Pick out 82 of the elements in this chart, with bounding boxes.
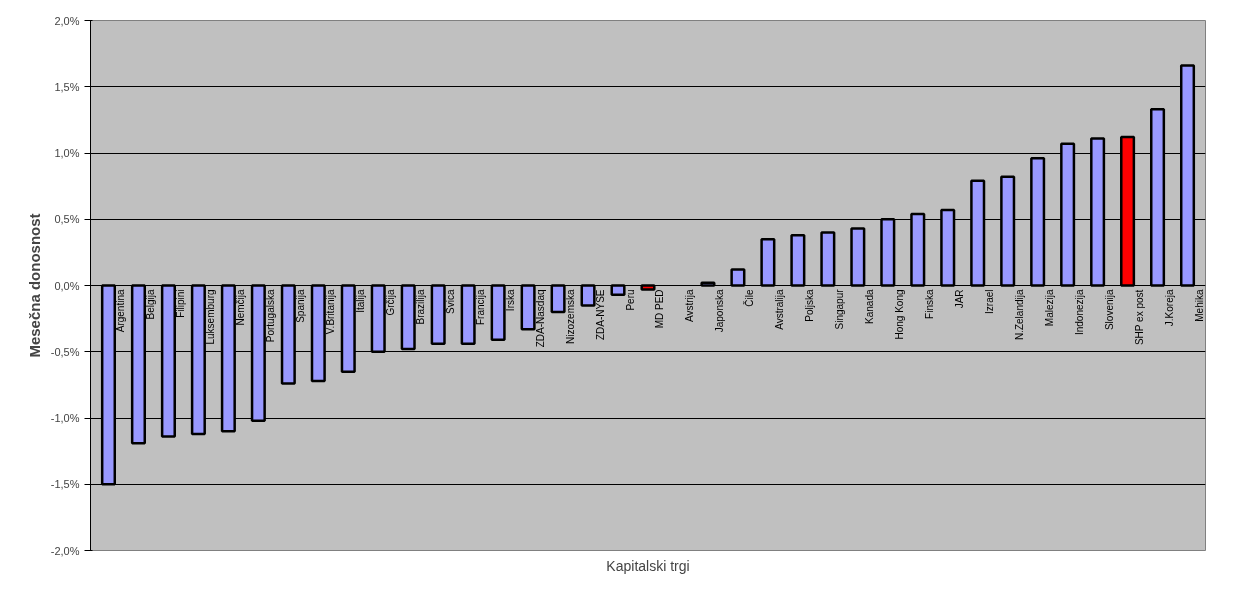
bar: [430, 284, 446, 346]
x-tick-label: Kanada: [864, 289, 876, 324]
x-tick-label: Mehika: [1194, 289, 1206, 322]
x-tick-label: Peru: [624, 289, 636, 311]
x-tick-label: Hong Kong: [894, 289, 906, 340]
y-tick-label: 1,5%: [54, 80, 80, 93]
x-tick-label: Grčija: [384, 289, 396, 316]
x-tick-label: Francija: [474, 289, 486, 326]
y-tick-label: 0,5%: [54, 213, 80, 226]
bar: [820, 231, 836, 287]
bar: [1150, 108, 1166, 287]
x-tick-label: Brazilija: [414, 289, 426, 325]
x-tick-label: Luksemburg: [204, 289, 216, 345]
x-tick-label: N.Zelandija: [1014, 289, 1026, 341]
bar: [1120, 135, 1136, 287]
x-tick-label: ZDA-Nasdaq: [534, 289, 546, 348]
bar: [250, 284, 266, 422]
bar: [1000, 175, 1016, 287]
bar: [970, 179, 986, 287]
x-tick-label: V.Britanija: [324, 289, 336, 335]
bar: [730, 268, 746, 287]
y-tick-label: 1,0%: [54, 147, 80, 159]
bar: [400, 284, 416, 351]
x-tick-label: ZDA-NYSE: [594, 289, 606, 341]
x-tick-label: Singapur: [834, 288, 846, 330]
x-tick-label: Malezija: [1044, 289, 1056, 327]
y-tick-label: 0,0%: [54, 279, 80, 292]
bar: [550, 284, 566, 314]
bar: [700, 281, 716, 287]
x-tick-label: Portugalska: [264, 289, 276, 343]
bar: [130, 284, 146, 445]
bar: [850, 227, 866, 287]
x-tick-label: Belgija: [144, 289, 156, 320]
bar: [310, 284, 326, 383]
bar: [940, 208, 956, 287]
bar: [1030, 157, 1046, 287]
bar: [460, 284, 476, 346]
x-tick-label: Izrael: [984, 289, 996, 314]
bar: [490, 284, 506, 342]
bar: [880, 218, 896, 287]
x-tick-label: Italija: [354, 289, 366, 313]
x-tick-label: Argentina: [114, 289, 126, 333]
bar: [1060, 142, 1076, 287]
x-tick-label: Filipini: [174, 289, 186, 318]
x-tick-label: Japonska: [714, 289, 726, 333]
y-tick-label: 2,0%: [54, 14, 80, 27]
y-tick-label: -1,5%: [50, 478, 80, 491]
x-tick-label: Nemčija: [234, 289, 246, 326]
bar: [370, 284, 386, 353]
x-tick-label: SHP ex post: [1134, 289, 1146, 346]
bar: [190, 284, 206, 436]
x-tick-label: Avstrija: [684, 289, 696, 323]
bar: [220, 284, 236, 433]
bar: [160, 284, 176, 438]
x-tick-label: Slovenija: [1104, 289, 1116, 331]
x-tick-label: Nizozemska: [564, 289, 576, 344]
y-tick-label: -1,0%: [50, 412, 80, 424]
bar: [580, 284, 596, 307]
x-tick-label: Švica: [443, 289, 456, 314]
x-tick-label: Finska: [924, 289, 936, 319]
x-axis-title: Kapitalski trgi: [606, 557, 690, 574]
bar: [280, 284, 296, 385]
bar: [520, 284, 536, 331]
y-axis-title: Mesečna donosnost: [25, 213, 43, 358]
x-tick-label: JAR: [954, 289, 966, 309]
bar: [760, 237, 776, 287]
x-tick-label: Španija: [293, 289, 306, 323]
x-tick-label: Čile: [743, 289, 756, 307]
bar: [790, 233, 806, 287]
bar: [640, 284, 656, 291]
y-tick-label: -0,5%: [50, 345, 80, 358]
x-tick-label: Avstralija: [774, 289, 786, 330]
bar: [1090, 137, 1106, 287]
bar: [610, 284, 626, 297]
x-tick-label: Irska: [504, 289, 516, 312]
x-tick-label: Indonezija: [1074, 289, 1086, 336]
x-tick-label: J.Koreja: [1164, 289, 1176, 327]
x-tick-label: MD PED: [654, 289, 666, 329]
y-tick-label: -2,0%: [50, 544, 80, 557]
bar: [340, 284, 356, 373]
bar: [910, 212, 926, 287]
x-tick-label: Poljska: [804, 289, 816, 322]
